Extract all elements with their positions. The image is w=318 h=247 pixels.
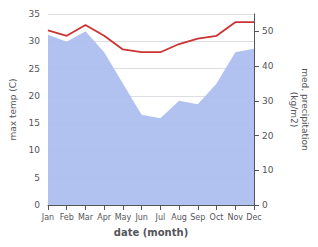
svg-text:20: 20	[262, 131, 274, 141]
svg-text:40: 40	[262, 61, 274, 71]
svg-text:May: May	[115, 213, 132, 222]
svg-text:Nov: Nov	[227, 213, 243, 222]
svg-text:30: 30	[29, 36, 41, 46]
svg-text:Jan: Jan	[41, 213, 54, 222]
svg-text:Sep: Sep	[190, 213, 205, 222]
svg-text:Feb: Feb	[60, 213, 74, 222]
svg-text:50: 50	[262, 26, 274, 36]
svg-text:med. precipitation: med. precipitation	[300, 68, 310, 150]
svg-text:5: 5	[34, 173, 40, 183]
svg-text:20: 20	[29, 91, 41, 101]
svg-text:Apr: Apr	[97, 213, 112, 222]
svg-text:Aug: Aug	[171, 213, 187, 222]
svg-text:10: 10	[29, 145, 41, 155]
svg-text:30: 30	[262, 96, 274, 106]
svg-text:15: 15	[29, 118, 40, 128]
svg-text:10: 10	[262, 165, 274, 175]
svg-text:0: 0	[34, 200, 40, 210]
svg-text:35: 35	[29, 9, 40, 19]
svg-text:(kg/m2): (kg/m2)	[289, 92, 299, 127]
svg-text:date (month): date (month)	[114, 227, 188, 238]
svg-text:Jul: Jul	[155, 213, 166, 222]
svg-text:max temp (C): max temp (C)	[8, 78, 18, 140]
svg-text:Mar: Mar	[78, 213, 94, 222]
svg-text:Dec: Dec	[246, 213, 261, 222]
svg-text:Jun: Jun	[134, 213, 148, 222]
svg-text:25: 25	[29, 64, 40, 74]
svg-text:0: 0	[262, 200, 268, 210]
svg-text:Oct: Oct	[210, 213, 224, 222]
